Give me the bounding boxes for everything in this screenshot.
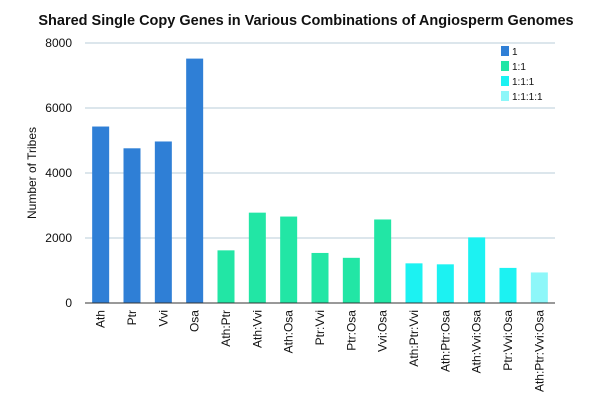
x-tick-label: Ptr:Osa [344, 310, 358, 351]
y-tick-label: 0 [65, 296, 72, 310]
bar-ptr [123, 148, 141, 303]
legend-label: 1:1:1:1 [512, 92, 543, 103]
legend-swatch [501, 91, 509, 101]
legend-label: 1:1 [512, 62, 526, 73]
bars [92, 58, 548, 304]
x-tick-label: Ath [94, 310, 108, 328]
x-tick-label: Ath:Ptr:Vvi:Osa [532, 310, 546, 392]
legend-swatch [501, 76, 509, 86]
x-tick-label: Ath:Vvi [250, 310, 264, 348]
x-tick-label: Ptr [125, 310, 139, 325]
bar-ath-osa [280, 216, 298, 303]
bar-vvi-osa [374, 219, 392, 303]
x-tick-labels: Ath Ptr Vvi Osa Ath:Ptr Ath:Vvi Ath:Osa Ptr:Vvi… [94, 310, 547, 392]
bar-ptr-vvi-osa [499, 267, 517, 303]
x-tick-label: Vvi:Osa [376, 310, 390, 352]
x-tick-label: Ath:Ptr [219, 310, 233, 347]
y-tick-label: 6000 [45, 101, 72, 115]
y-tick-label: 2000 [45, 231, 72, 245]
bar-vvi [154, 141, 172, 303]
bar-ptr-vvi [311, 252, 329, 303]
x-tick-label: Vvi [156, 310, 170, 327]
x-tick-label: Ath:Vvi:Osa [470, 310, 484, 374]
x-tick-label: Ath:Ptr:Vvi [407, 310, 421, 367]
chart-title: Shared Single Copy Genes in Various Comb… [38, 13, 573, 29]
x-tick-label: Ath:Osa [282, 310, 296, 354]
legend-swatch [501, 61, 509, 71]
legend-swatch [501, 46, 509, 56]
legend-label: 1 [512, 47, 518, 58]
x-tick-label: Osa [188, 310, 202, 332]
bar-osa [186, 58, 204, 303]
bar-ath-vvi-osa [468, 237, 486, 303]
bar-ptr-osa [342, 257, 360, 303]
x-tick-label: Ptr:Vvi [313, 310, 327, 345]
y-tick-label: 4000 [45, 166, 72, 180]
legend-label: 1:1:1 [512, 77, 535, 88]
legend: 1 1:1 1:1:1 1:1:1:1 [501, 46, 543, 103]
x-tick-label: Ptr:Vvi:Osa [501, 310, 515, 371]
y-tick-label: 8000 [45, 36, 72, 50]
bar-ath-ptr-vvi-osa [530, 272, 548, 303]
bar-ath-ptr-osa [436, 264, 454, 303]
y-tick-labels: 0 2000 4000 6000 8000 [45, 36, 72, 310]
x-tick-label: Ath:Ptr:Osa [438, 310, 452, 372]
bar-ath-vvi [248, 212, 266, 303]
y-axis-label: Number of Tribes [25, 127, 39, 219]
bar-ath-ptr-vvi [405, 263, 423, 303]
bar-ath-ptr [217, 250, 235, 303]
bar-ath [92, 126, 110, 304]
